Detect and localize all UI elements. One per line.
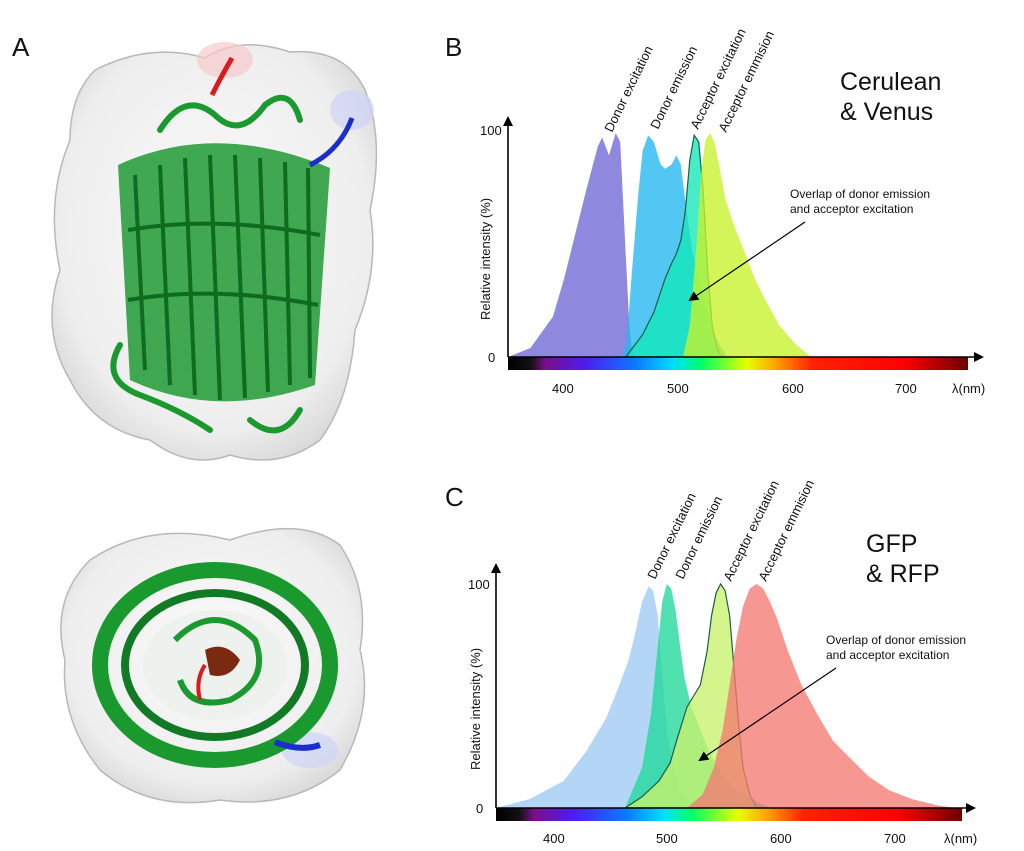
panel-c-ylabel: Relative intensity (%) — [468, 648, 483, 770]
panel-b-xtick-600: 600 — [782, 381, 804, 396]
spectra-panel-c: 100 0 Relative intensity (%) 400 500 600… — [468, 477, 977, 846]
chromophore — [205, 646, 240, 676]
series-area-acceptor-emmision — [686, 584, 957, 808]
panel-b-annotation-line-1: Overlap of donor emission — [790, 187, 930, 201]
panel-c-title: GFP & RFP — [866, 530, 940, 588]
panel-c-xtick-400: 400 — [543, 831, 565, 846]
panel-b-ytick-0: 0 — [488, 350, 495, 365]
panel-b-label-donor-excitation: Donor excitation — [601, 43, 656, 134]
panel-c-xlabel: λ(nm) — [944, 831, 977, 846]
series-area-donor-emission — [625, 584, 772, 808]
panel-c-annotation-line-2: and acceptor excitation — [826, 648, 949, 662]
panel-letter-c: C — [445, 482, 464, 512]
series-area-acceptor-emmision — [683, 133, 811, 357]
panel-c-annotation-line-1: Overlap of donor emission — [826, 633, 966, 647]
panel-b-annotation-line-2: and acceptor excitation — [790, 202, 913, 216]
blue-terminus-top — [273, 739, 321, 751]
barrel-ring — [92, 562, 338, 768]
panel-c-xtick-700: 700 — [884, 831, 906, 846]
panel-c-spectrum-bar — [496, 808, 962, 821]
series-area-donor-excitation — [508, 133, 634, 357]
panel-c-annotation-arrow — [698, 667, 837, 762]
barrel-ring-inner — [121, 589, 309, 741]
panel-b-title-line-1: Cerulean — [840, 68, 941, 96]
panel-c-xtick-500: 500 — [656, 831, 678, 846]
panel-c-title-line-2: & RFP — [866, 560, 940, 588]
panel-b-title-line-2: & Venus — [840, 98, 933, 126]
central-helix — [172, 617, 262, 706]
beta-strands — [127, 154, 321, 401]
panel-b-series — [508, 133, 811, 358]
panel-b-annotation: Overlap of donor emission and acceptor ex… — [790, 187, 930, 216]
panel-c-ytick-100: 100 — [468, 577, 490, 592]
panel-c-title-line-1: GFP — [866, 530, 917, 558]
panel-b-title: Cerulean & Venus — [840, 68, 941, 126]
panel-letter-a: A — [12, 32, 30, 62]
blue-terminus — [308, 117, 355, 168]
panel-b-ytick-100: 100 — [480, 123, 502, 138]
panel-b-annotation-arrow — [688, 221, 806, 302]
panel-b-xlabel: λ(nm) — [952, 381, 985, 396]
panel-b-xtick-500: 500 — [667, 381, 689, 396]
spectra-panel-b: 100 0 Relative intensity (%) 400 500 600… — [478, 26, 985, 396]
panel-c-ytick-0: 0 — [476, 801, 483, 816]
panel-c-annotation: Overlap of donor emission and acceptor ex… — [826, 633, 966, 662]
red-terminus-bubble — [197, 42, 253, 78]
panel-b-ylabel: Relative intensity (%) — [478, 198, 493, 320]
red-terminus — [209, 56, 235, 97]
protein-top-view — [60, 527, 366, 804]
barrel-side — [118, 143, 330, 402]
loops — [110, 94, 303, 434]
panel-b-xtick-700: 700 — [895, 381, 917, 396]
panel-c-xtick-600: 600 — [770, 831, 792, 846]
blue-terminus-bubble — [330, 90, 374, 130]
protein-side-view — [51, 42, 378, 461]
panel-letter-b: B — [445, 32, 462, 62]
panel-b-xtick-400: 400 — [552, 381, 574, 396]
red-terminus-top — [196, 663, 207, 701]
panel-b-spectrum-bar — [508, 357, 968, 370]
panel-c-series — [496, 582, 957, 809]
